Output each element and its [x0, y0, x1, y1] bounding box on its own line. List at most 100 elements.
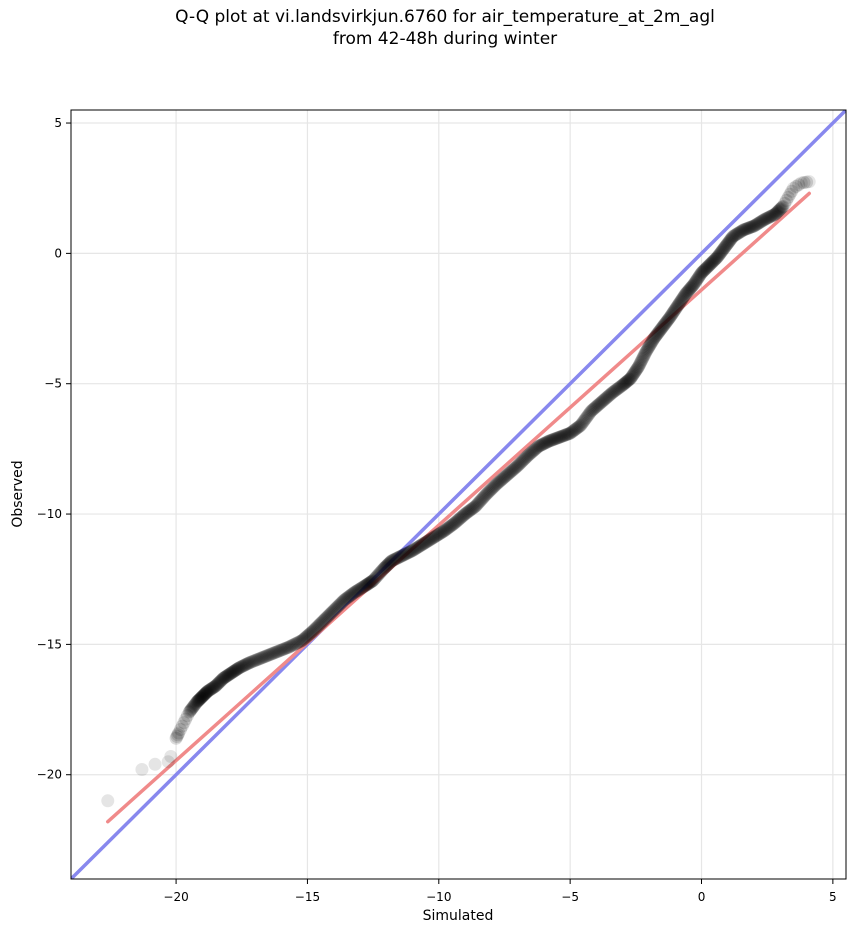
data-point — [265, 647, 279, 661]
data-point — [762, 210, 776, 224]
data-point — [319, 611, 333, 625]
data-point — [569, 422, 583, 436]
data-point — [765, 209, 779, 223]
data-point — [545, 433, 559, 447]
data-point — [259, 649, 273, 663]
data-point — [738, 222, 752, 236]
data-point — [654, 323, 668, 337]
data-point — [797, 176, 811, 190]
data-point — [148, 757, 162, 771]
data-point — [681, 284, 695, 298]
data-point — [561, 427, 575, 441]
data-point — [513, 456, 527, 470]
data-point — [497, 470, 511, 484]
axis-ticks: −20 −15 −10 −5 0 5 −20 −15 −10 −5 0 5 — [37, 116, 837, 904]
data-point — [749, 218, 763, 232]
data-point — [303, 627, 317, 641]
data-point — [423, 533, 437, 547]
data-point — [332, 598, 346, 612]
data-point — [190, 695, 204, 709]
data-point — [363, 576, 377, 590]
data-point — [308, 622, 322, 636]
data-point — [412, 539, 426, 553]
data-point — [703, 257, 717, 271]
data-point — [255, 651, 269, 665]
data-point — [644, 336, 658, 350]
data-point — [224, 666, 238, 680]
data-point — [389, 552, 403, 566]
data-point — [783, 187, 797, 201]
data-point — [756, 214, 770, 228]
data-point — [202, 683, 216, 697]
data-point — [253, 651, 267, 665]
data-point — [764, 209, 778, 223]
data-point — [697, 263, 711, 277]
data-point — [773, 202, 787, 216]
data-point — [553, 430, 567, 444]
data-point — [208, 680, 222, 694]
data-point — [466, 501, 480, 515]
data-point — [184, 702, 198, 716]
data-point — [385, 553, 399, 567]
gridlines — [71, 110, 846, 879]
data-point — [761, 211, 775, 225]
data-point — [182, 705, 196, 719]
data-point — [607, 384, 621, 398]
data-point — [369, 570, 383, 584]
data-point — [437, 524, 451, 538]
data-point — [713, 246, 727, 260]
data-point — [556, 429, 570, 443]
data-point — [596, 394, 610, 408]
data-point — [240, 657, 254, 671]
data-point — [706, 255, 720, 269]
data-point — [674, 293, 688, 307]
data-point — [577, 415, 591, 429]
data-point — [295, 633, 309, 647]
data-point — [367, 572, 381, 586]
data-point — [192, 692, 206, 706]
data-point — [566, 424, 580, 438]
data-point — [772, 204, 786, 218]
data-point — [201, 684, 215, 698]
data-point — [338, 592, 352, 606]
data-point — [267, 646, 281, 660]
data-point — [684, 280, 698, 294]
data-point — [329, 602, 343, 616]
data-point — [365, 574, 379, 588]
y-tick-label: −20 — [37, 768, 62, 782]
data-point — [610, 382, 624, 396]
data-point — [452, 512, 466, 526]
data-point — [731, 226, 745, 240]
data-point — [227, 664, 241, 678]
data-point — [233, 660, 247, 674]
data-point — [711, 249, 725, 263]
data-point — [757, 213, 771, 227]
data-point — [629, 363, 643, 377]
data-point — [336, 594, 350, 608]
data-point — [320, 610, 334, 624]
data-point — [398, 547, 412, 561]
data-point — [193, 692, 207, 706]
data-point — [616, 377, 630, 391]
data-point — [180, 709, 194, 723]
data-point — [631, 361, 645, 375]
data-point — [224, 667, 238, 681]
data-point — [519, 450, 533, 464]
data-point — [695, 266, 709, 280]
data-point — [278, 641, 292, 655]
data-point — [422, 533, 436, 547]
data-point — [759, 212, 773, 226]
data-point — [546, 433, 560, 447]
data-point — [598, 392, 612, 406]
data-point — [463, 503, 477, 517]
data-point — [524, 446, 538, 460]
data-point — [192, 693, 206, 707]
data-point — [462, 504, 476, 518]
data-point — [469, 499, 483, 513]
data-point — [191, 694, 205, 708]
data-point — [528, 443, 542, 457]
data-point — [722, 235, 736, 249]
data-point — [649, 328, 663, 342]
data-point — [615, 379, 629, 393]
data-point — [271, 644, 285, 658]
